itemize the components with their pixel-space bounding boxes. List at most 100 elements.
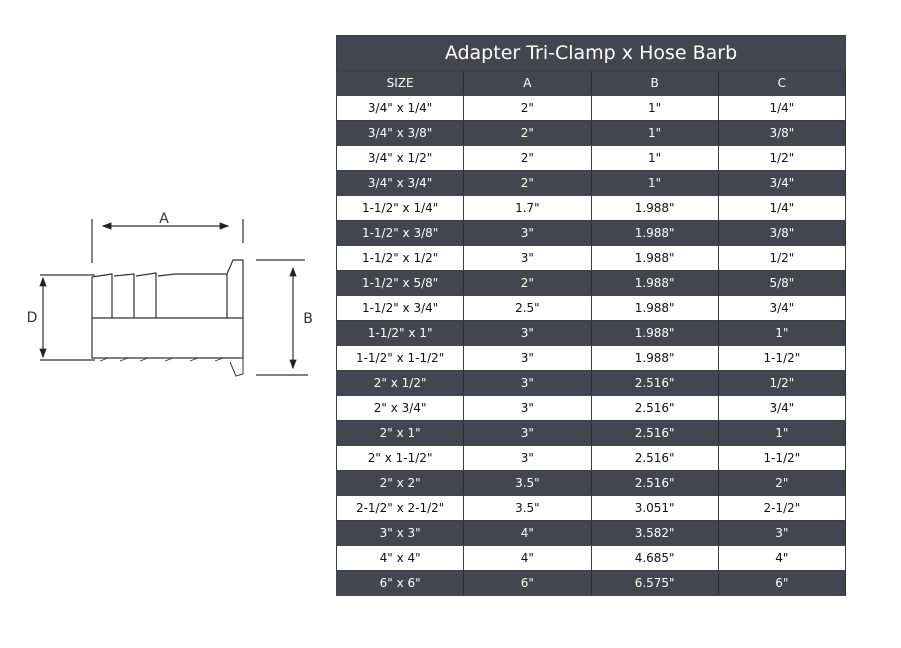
cell-c: 1-1/2" bbox=[717, 445, 847, 471]
cell-size: 1-1/2" x 1-1/2" bbox=[335, 345, 465, 371]
cell-size: 3/4" x 1/4" bbox=[335, 95, 465, 121]
cell-b: 1.988" bbox=[590, 295, 719, 321]
table-row: 3/4" x 3/4" 2" 1" 3/4" bbox=[335, 170, 847, 196]
cell-b: 1" bbox=[590, 120, 719, 146]
table-row: 3/4" x 3/8" 2" 1" 3/8" bbox=[335, 120, 847, 146]
cell-c: 1/4" bbox=[717, 195, 847, 221]
cell-b: 1.988" bbox=[590, 270, 719, 296]
cell-size: 6" x 6" bbox=[335, 570, 465, 596]
table-row: 3/4" x 1/4" 2" 1" 1/4" bbox=[335, 95, 847, 121]
table-row: 6" x 6" 6" 6.575" 6" bbox=[335, 570, 847, 596]
cell-a: 3" bbox=[463, 245, 592, 271]
cell-c: 3/8" bbox=[717, 120, 847, 146]
cell-a: 2" bbox=[463, 120, 592, 146]
header-a: A bbox=[463, 70, 592, 96]
cell-a: 2" bbox=[463, 95, 592, 121]
cell-c: 2" bbox=[717, 470, 847, 496]
cell-a: 3" bbox=[463, 395, 592, 421]
cell-size: 1-1/2" x 1/4" bbox=[335, 195, 465, 221]
cell-c: 1/2" bbox=[717, 370, 847, 396]
table-row: 2-1/2" x 2-1/2" 3.5" 3.051" 2-1/2" bbox=[335, 495, 847, 521]
dimension-d-label: D bbox=[27, 310, 38, 326]
cell-b: 2.516" bbox=[590, 395, 719, 421]
cell-size: 2" x 3/4" bbox=[335, 395, 465, 421]
cell-b: 2.516" bbox=[590, 370, 719, 396]
table-row: 1-1/2" x 1/2" 3" 1.988" 1/2" bbox=[335, 245, 847, 271]
cell-c: 3" bbox=[717, 520, 847, 546]
cell-a: 3" bbox=[463, 320, 592, 346]
cell-size: 2" x 1-1/2" bbox=[335, 445, 465, 471]
header-c: C bbox=[717, 70, 847, 96]
cell-size: 3/4" x 3/4" bbox=[335, 170, 465, 196]
table-row: 2" x 3/4" 3" 2.516" 3/4" bbox=[335, 395, 847, 421]
table-row: 3/4" x 1/2" 2" 1" 1/2" bbox=[335, 145, 847, 171]
dimension-b-label: B bbox=[303, 311, 313, 327]
cell-c: 1" bbox=[717, 420, 847, 446]
header-size: SIZE bbox=[335, 70, 465, 96]
cell-b: 3.051" bbox=[590, 495, 719, 521]
cell-a: 3.5" bbox=[463, 470, 592, 496]
cell-c: 1-1/2" bbox=[717, 345, 847, 371]
cell-b: 1.988" bbox=[590, 220, 719, 246]
cell-size: 4" x 4" bbox=[335, 545, 465, 571]
cell-c: 1/4" bbox=[717, 95, 847, 121]
cell-b: 1.988" bbox=[590, 320, 719, 346]
header-b: B bbox=[590, 70, 719, 96]
table-row: 1-1/2" x 3/8" 3" 1.988" 3/8" bbox=[335, 220, 847, 246]
table-row: 1-1/2" x 3/4" 2.5" 1.988" 3/4" bbox=[335, 295, 847, 321]
cell-size: 1-1/2" x 1" bbox=[335, 320, 465, 346]
cell-size: 1-1/2" x 1/2" bbox=[335, 245, 465, 271]
cell-size: 3" x 3" bbox=[335, 520, 465, 546]
cell-c: 6" bbox=[717, 570, 847, 596]
cell-a: 1.7" bbox=[463, 195, 592, 221]
cell-size: 1-1/2" x 3/8" bbox=[335, 220, 465, 246]
cell-a: 4" bbox=[463, 520, 592, 546]
cell-a: 3" bbox=[463, 370, 592, 396]
cell-size: 3/4" x 1/2" bbox=[335, 145, 465, 171]
table-row: 2" x 1" 3" 2.516" 1" bbox=[335, 420, 847, 446]
cell-b: 3.582" bbox=[590, 520, 719, 546]
cell-b: 2.516" bbox=[590, 445, 719, 471]
cell-b: 1.988" bbox=[590, 245, 719, 271]
cell-b: 2.516" bbox=[590, 470, 719, 496]
cell-a: 2" bbox=[463, 145, 592, 171]
table-row: 2" x 1/2" 3" 2.516" 1/2" bbox=[335, 370, 847, 396]
cell-c: 4" bbox=[717, 545, 847, 571]
table-row: 2" x 2" 3.5" 2.516" 2" bbox=[335, 470, 847, 496]
cell-b: 6.575" bbox=[590, 570, 719, 596]
cell-a: 6" bbox=[463, 570, 592, 596]
cell-b: 1" bbox=[590, 95, 719, 121]
cell-a: 3" bbox=[463, 345, 592, 371]
cell-size: 1-1/2" x 3/4" bbox=[335, 295, 465, 321]
table-row: 3" x 3" 4" 3.582" 3" bbox=[335, 520, 847, 546]
cell-size: 2" x 1/2" bbox=[335, 370, 465, 396]
cell-a: 3" bbox=[463, 220, 592, 246]
cell-a: 3.5" bbox=[463, 495, 592, 521]
cell-c: 5/8" bbox=[717, 270, 847, 296]
cell-size: 2-1/2" x 2-1/2" bbox=[335, 495, 465, 521]
table-row: 1-1/2" x 1" 3" 1.988" 1" bbox=[335, 320, 847, 346]
table-row: 1-1/2" x 1-1/2" 3" 1.988" 1-1/2" bbox=[335, 345, 847, 371]
hose-barb-diagram: A D B bbox=[27, 211, 313, 377]
cell-c: 3/4" bbox=[717, 170, 847, 196]
cell-b: 1.988" bbox=[590, 195, 719, 221]
cell-c: 1/2" bbox=[717, 245, 847, 271]
cell-b: 1" bbox=[590, 170, 719, 196]
cell-c: 1/2" bbox=[717, 145, 847, 171]
table-row: 1-1/2" x 1/4" 1.7" 1.988" 1/4" bbox=[335, 195, 847, 221]
cell-c: 1" bbox=[717, 320, 847, 346]
cell-b: 4.685" bbox=[590, 545, 719, 571]
cell-a: 3" bbox=[463, 445, 592, 471]
dimensions-table: Adapter Tri-Clamp x Hose Barb SIZE A B C… bbox=[335, 35, 847, 596]
cell-a: 2" bbox=[463, 270, 592, 296]
cell-a: 4" bbox=[463, 545, 592, 571]
cell-size: 2" x 1" bbox=[335, 420, 465, 446]
cell-c: 2-1/2" bbox=[717, 495, 847, 521]
cell-b: 1" bbox=[590, 145, 719, 171]
cell-c: 3/4" bbox=[717, 395, 847, 421]
cell-a: 2.5" bbox=[463, 295, 592, 321]
table-title: Adapter Tri-Clamp x Hose Barb bbox=[336, 35, 846, 71]
cell-c: 3/4" bbox=[717, 295, 847, 321]
cell-a: 2" bbox=[463, 170, 592, 196]
table-row: 2" x 1-1/2" 3" 2.516" 1-1/2" bbox=[335, 445, 847, 471]
